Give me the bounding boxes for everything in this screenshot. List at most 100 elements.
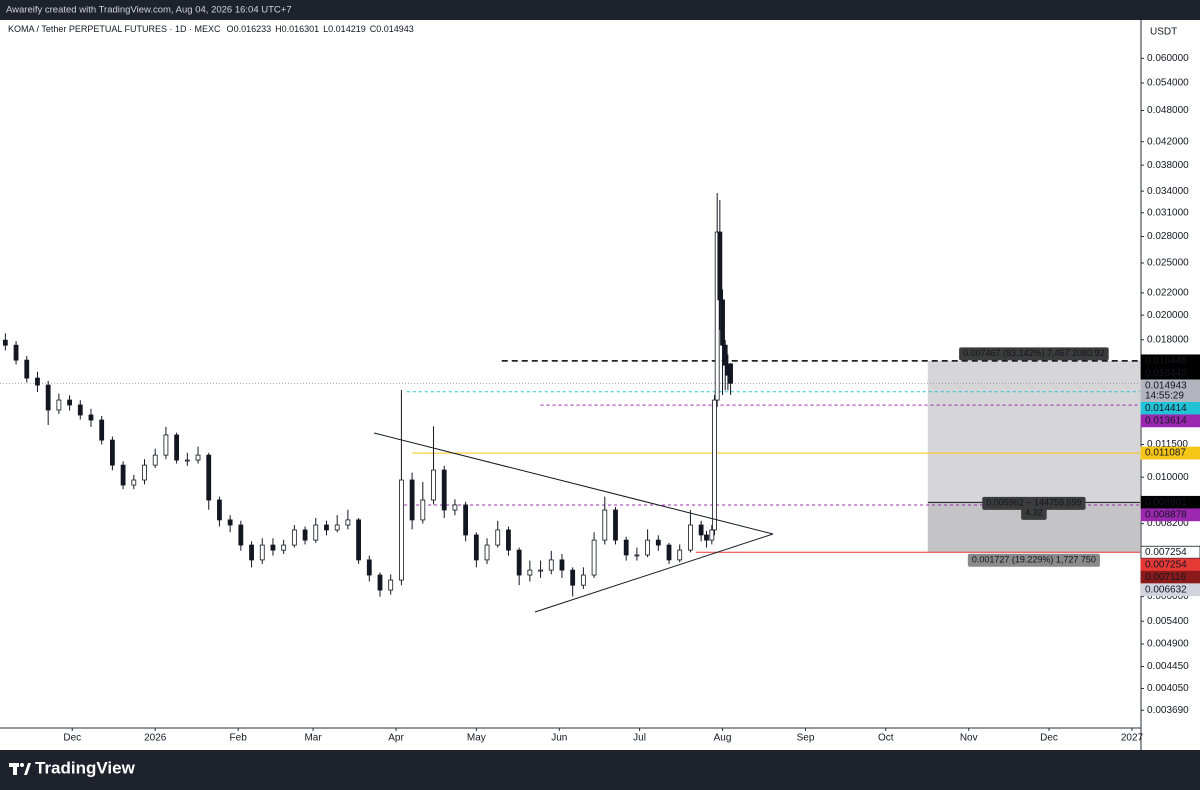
price-label: 0.011087 (1145, 448, 1186, 459)
y-tick-label: 0.011500 (1147, 439, 1188, 450)
x-tick-label: Aug (714, 733, 732, 744)
y-tick-label: 0.048000 (1147, 105, 1189, 116)
price-label-bg (1140, 366, 1200, 380)
x-tick-label: 2027 (1121, 733, 1144, 744)
candle-body (570, 569, 576, 586)
candle-body (249, 544, 254, 561)
price-label-bg (1140, 446, 1200, 460)
candle-body (688, 524, 693, 551)
candle-body (645, 539, 651, 556)
candle-body (281, 544, 287, 551)
candle-body (538, 569, 543, 572)
candle-body (495, 529, 501, 546)
price-label: 0.006632 (1145, 584, 1187, 595)
triangle-pattern (373, 432, 774, 613)
y-tick-label: 0.038000 (1147, 160, 1189, 171)
candle-body (206, 454, 212, 501)
y-tick-label: 0.004450 (1147, 661, 1189, 672)
candle-body (35, 377, 40, 386)
candle-body (270, 544, 276, 551)
x-tick-label: Jul (633, 733, 646, 744)
candle-body (548, 559, 554, 571)
y-tick-label: 0.004050 (1147, 683, 1189, 694)
candle-body (238, 524, 244, 546)
candle-body (409, 479, 415, 521)
symbol-title: KOMA / Tether PERPETUAL FUTURES · 1D · M… (8, 24, 221, 34)
x-tick-label: Dec (63, 733, 81, 744)
candle-body (722, 344, 728, 366)
candle-body (516, 549, 522, 576)
candle-body (259, 544, 265, 561)
y-tick-label: 0.008200 (1147, 518, 1189, 529)
candle-body (712, 399, 717, 531)
candle-body (613, 509, 618, 541)
y-tick-label: 0.031000 (1147, 207, 1189, 218)
candle-body (163, 434, 169, 456)
y-tick-label: 0.010000 (1147, 472, 1189, 483)
candle-body (24, 359, 30, 379)
x-tick-label: Feb (230, 733, 248, 744)
plot-area: 0.007467 (83.142%) 7,467 2080.92 0.005962… (0, 192, 1140, 597)
candle-body (580, 574, 586, 586)
price-label: 0.007254 (1145, 559, 1187, 570)
candle-body (677, 549, 683, 561)
x-tick-label: May (467, 733, 486, 744)
candle-body (463, 504, 469, 536)
y-tick-label: 0.060000 (1147, 53, 1189, 64)
x-tick-label: 2026 (144, 733, 167, 744)
candle-body (704, 534, 709, 541)
price-axis-unit: USDT (1150, 27, 1177, 38)
price-label: 0.008981 (1145, 497, 1187, 508)
chart-header: KOMA / Tether PERPETUAL FUTURES · 1D · M… (8, 24, 414, 34)
countdown: 14:55:29 (1145, 391, 1184, 402)
candle-body (377, 574, 383, 591)
price-label-bg (1140, 401, 1200, 415)
y-tick-label: 0.020000 (1147, 310, 1189, 321)
candle-body (334, 524, 340, 531)
candle-body (131, 479, 137, 486)
ohlc-value: 0.016233 (234, 24, 272, 34)
y-tick-label: 0.054000 (1147, 78, 1189, 89)
position-label: 0.001727 (19.229%) 1,727 750 (972, 555, 1096, 565)
ohlc-key: O (227, 24, 234, 34)
candle-body (717, 231, 723, 301)
candle-body (527, 569, 533, 576)
y-tick-label: 0.004900 (1147, 639, 1189, 650)
y-tick-label: 0.034000 (1147, 186, 1189, 197)
ohlc-key: C (370, 24, 377, 34)
candle-body (720, 299, 725, 346)
price-label-bg (1140, 508, 1200, 522)
x-tick-label: Dec (1040, 733, 1058, 744)
x-tick-label: Mar (304, 733, 322, 744)
candle-body (324, 524, 329, 531)
candle-body (431, 469, 436, 501)
candle-body (2, 339, 8, 346)
trend-line (373, 432, 774, 535)
y-tick-label: 0.005400 (1147, 616, 1189, 627)
candle-body (142, 464, 147, 481)
candle-body (99, 419, 105, 441)
candle-body (313, 524, 319, 541)
x-tick-label: Jun (551, 733, 567, 744)
ohlc-value: 0.014219 (328, 24, 366, 34)
candle-body (302, 529, 308, 541)
candle-body (441, 469, 447, 511)
x-tick-label: Oct (878, 733, 894, 744)
footer-brand: TradingView (35, 758, 136, 777)
ohlc-value: 0.016301 (282, 24, 320, 34)
candle-body (45, 384, 51, 411)
price-axis: 0.060000 0.054000 0.048000 0.042000 0.038000… (1140, 53, 1200, 716)
candle-body (473, 534, 479, 561)
candle-body (120, 464, 126, 486)
price-label: 0.014943 (1145, 381, 1187, 392)
top-bar (0, 0, 1200, 20)
y-tick-label: 0.006000 (1147, 591, 1189, 602)
x-tick-label: Sep (797, 733, 815, 744)
target-zone (927, 360, 1140, 503)
position-label: 0.007467 (83.142%) 7,467 2080.92 (963, 348, 1105, 358)
candle-body (356, 519, 361, 561)
footer-bar (0, 750, 1200, 790)
ohlc-key: H (275, 24, 282, 34)
x-tick-label: Apr (388, 733, 404, 744)
candle-body (345, 519, 351, 526)
